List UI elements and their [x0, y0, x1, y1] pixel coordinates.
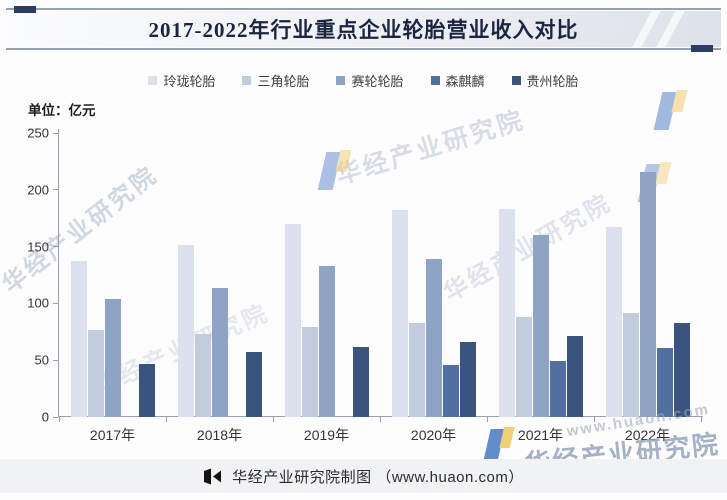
bar-group-2022年 — [594, 133, 701, 417]
legend-swatch-icon — [511, 76, 521, 85]
footer-credit-bar: 华经产业研究院制图 （www.huaon.com） — [0, 459, 727, 493]
bar-玲珑轮胎-2022年 — [605, 227, 622, 417]
bar-森麒麟-2022年 — [656, 347, 673, 417]
legend-swatch-icon — [242, 76, 252, 85]
x-axis-category-label: 2022年 — [624, 427, 671, 443]
x-axis-category-label: 2017年 — [89, 427, 136, 443]
bar-贵州轮胎-2022年 — [673, 322, 690, 417]
header-top-rule — [6, 8, 721, 10]
bar-赛轮轮胎-2022年 — [639, 171, 656, 417]
y-axis-tick-label: 100 — [27, 295, 49, 311]
legend-item: 赛轮轮胎 — [336, 71, 404, 90]
y-axis-tick-mark — [53, 189, 58, 191]
bar-贵州轮胎-2017年 — [138, 363, 155, 417]
y-axis-tick-mark — [53, 416, 58, 418]
x-axis-tick-mark — [593, 417, 595, 422]
bar-三角轮胎-2018年 — [194, 334, 211, 417]
header-corner-accent-left — [14, 6, 36, 13]
page-title: 2017-2022年行业重点企业轮胎营业收入对比 — [148, 18, 579, 42]
x-axis-tick-mark — [165, 417, 167, 422]
legend-label: 贵州轮胎 — [526, 74, 579, 89]
bar-group-2020年 — [380, 133, 487, 417]
legend-swatch-icon — [336, 76, 346, 85]
x-axis-category-label: 2021年 — [517, 427, 564, 443]
footer-credit-text: 华经产业研究院制图 （www.huaon.com） — [232, 468, 524, 486]
legend-item: 贵州轮胎 — [511, 71, 579, 90]
huaon-book-icon — [204, 468, 222, 484]
bar-森麒麟-2021年 — [549, 361, 566, 417]
unit-label: 单位：亿元 — [28, 103, 96, 118]
x-axis-tick-mark — [700, 417, 702, 422]
bar-赛轮轮胎-2017年 — [104, 298, 121, 417]
y-axis-tick-label: 50 — [34, 352, 49, 368]
bar-group-2021年 — [487, 133, 594, 417]
x-axis-category-label: 2020年 — [410, 427, 457, 443]
legend-label: 赛轮轮胎 — [351, 74, 404, 89]
chart-legend: 玲珑轮胎 三角轮胎 赛轮轮胎 森麒麟 贵州轮胎 — [0, 71, 727, 90]
bar-group-2017年 — [59, 133, 166, 417]
x-axis-category-label: 2019年 — [303, 427, 350, 443]
bar-group-2018年 — [166, 133, 273, 417]
bar-贵州轮胎-2019年 — [352, 346, 369, 417]
bar-赛轮轮胎-2020年 — [425, 259, 442, 417]
header-corner-accent-right — [691, 45, 713, 52]
huaon-logo-watermark — [648, 88, 690, 134]
bar-三角轮胎-2017年 — [87, 329, 104, 417]
bar-三角轮胎-2019年 — [301, 327, 318, 417]
x-axis-tick-mark — [272, 417, 274, 422]
header-bottom-rule — [6, 48, 721, 50]
legend-item: 玲珑轮胎 — [148, 71, 215, 90]
bar-group-2019年 — [273, 133, 380, 417]
legend-item: 三角轮胎 — [242, 71, 309, 90]
x-axis-category-label: 2018年 — [196, 427, 243, 443]
bar-贵州轮胎-2021年 — [566, 336, 583, 417]
bar-赛轮轮胎-2018年 — [211, 287, 228, 417]
plot-area: 0 50 100 150 200 250 2017年 2018年 2019年 2020年 2021年… — [27, 126, 703, 443]
y-axis-tick-mark — [53, 302, 58, 304]
legend-label: 三角轮胎 — [257, 74, 310, 89]
y-axis-tick-label: 250 — [27, 125, 49, 141]
legend-item: 森麒麟 — [430, 71, 485, 90]
bar-三角轮胎-2022年 — [622, 312, 639, 417]
y-axis-tick-label: 200 — [27, 182, 49, 198]
bar-玲珑轮胎-2021年 — [498, 209, 515, 417]
bar-赛轮轮胎-2021年 — [532, 235, 549, 417]
x-axis-tick-mark — [486, 417, 488, 422]
legend-label: 玲珑轮胎 — [163, 74, 216, 89]
header-banner: 2017-2022年行业重点企业轮胎营业收入对比 — [6, 6, 721, 52]
bar-赛轮轮胎-2019年 — [318, 265, 335, 417]
x-axis-tick-mark — [379, 417, 381, 422]
y-axis-tick-mark — [53, 246, 58, 248]
bar-三角轮胎-2020年 — [408, 322, 425, 417]
bar-玲珑轮胎-2018年 — [177, 245, 194, 417]
y-axis-tick-mark — [53, 359, 58, 361]
legend-swatch-icon — [430, 76, 440, 85]
bar-贵州轮胎-2020年 — [459, 342, 476, 417]
legend-label: 森麒麟 — [445, 74, 485, 89]
bar-贵州轮胎-2018年 — [245, 352, 262, 417]
header-background — [6, 11, 721, 47]
x-axis-line — [58, 416, 703, 417]
bar-玲珑轮胎-2020年 — [391, 210, 408, 417]
y-axis-tick-mark — [53, 132, 58, 134]
y-axis-tick-label: 0 — [41, 409, 49, 425]
bar-玲珑轮胎-2017年 — [70, 261, 87, 417]
bar-森麒麟-2020年 — [442, 364, 459, 417]
bar-玲珑轮胎-2019年 — [284, 223, 301, 417]
bar-三角轮胎-2021年 — [515, 317, 532, 417]
legend-swatch-icon — [148, 76, 158, 85]
x-axis-tick-mark — [58, 417, 60, 422]
y-axis-line — [58, 129, 59, 417]
y-axis-tick-label: 150 — [27, 239, 49, 255]
